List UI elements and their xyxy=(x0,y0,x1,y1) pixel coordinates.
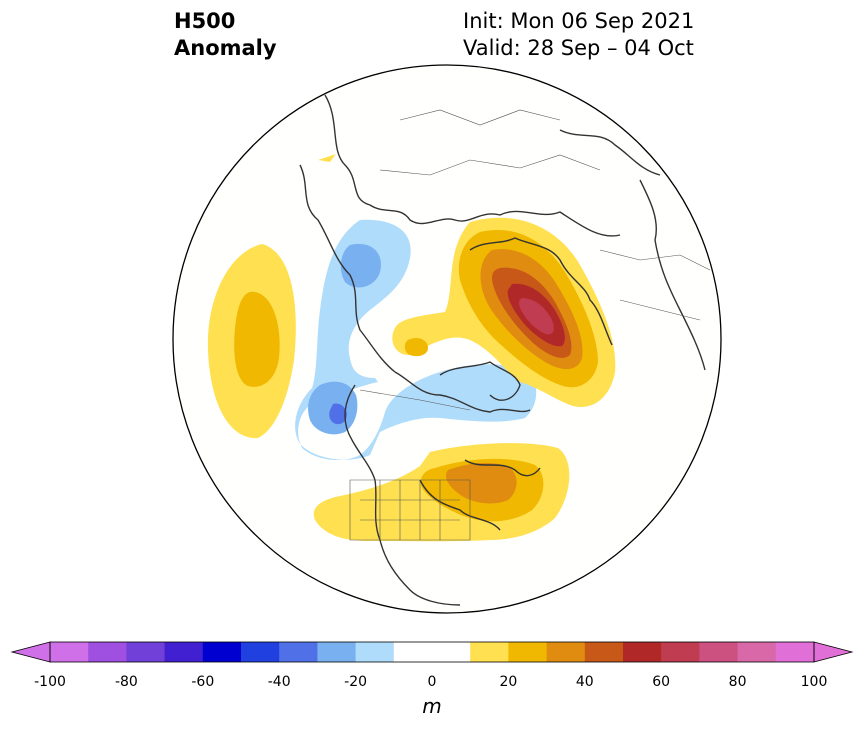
colorbar-frame xyxy=(49,641,815,663)
anomaly-positive-eurasia xyxy=(392,217,616,407)
anomaly-positive-pacific xyxy=(207,244,296,439)
colorbar-segment xyxy=(546,642,586,662)
globe-outline xyxy=(172,64,722,614)
colorbar-tick-label: 0 xyxy=(427,674,437,690)
colorbar-tick-label: -80 xyxy=(114,674,138,690)
colorbar-segment xyxy=(317,642,357,662)
colorbar-tick-label: -40 xyxy=(267,674,291,690)
colorbar xyxy=(10,641,854,663)
colorbar-segment xyxy=(584,642,624,662)
colorbar-segment xyxy=(50,642,89,662)
colorbar-segment xyxy=(164,642,204,662)
colorbar-segment xyxy=(88,642,127,662)
colorbar-segment xyxy=(279,642,318,662)
colorbar-tick-label: 20 xyxy=(499,674,518,690)
colorbar-tick-label: 100 xyxy=(800,674,828,690)
colorbar-tick-label: -100 xyxy=(34,674,66,690)
colorbar-segment xyxy=(241,642,280,662)
coastlines xyxy=(299,94,706,606)
colorbar-unit-label: m xyxy=(422,694,442,718)
borders xyxy=(349,109,711,541)
title-variable: H500 xyxy=(174,9,236,33)
title-field-type: Anomaly xyxy=(174,36,277,60)
colorbar-segment xyxy=(737,642,777,662)
colorbar-under-extension xyxy=(10,641,51,663)
colorbar-tick-label: 40 xyxy=(575,674,594,690)
colorbar-segment xyxy=(355,642,395,662)
anomaly-positive-north-america xyxy=(313,154,570,542)
colorbar-segment xyxy=(508,642,548,662)
colorbar-segment xyxy=(623,642,662,662)
colorbar-segment xyxy=(393,642,433,662)
colorbar-segment xyxy=(126,642,166,662)
colorbar-over-extension xyxy=(813,641,854,663)
colorbar-segment xyxy=(202,642,242,662)
colorbar-segment xyxy=(470,642,509,662)
colorbar-segment xyxy=(775,642,815,662)
init-date: Init: Mon 06 Sep 2021 xyxy=(463,9,695,33)
colorbar-tick-label: -20 xyxy=(344,674,368,690)
colorbar-segments xyxy=(50,642,815,662)
colorbar-segment xyxy=(661,642,700,662)
valid-range: Valid: 28 Sep – 04 Oct xyxy=(463,36,694,60)
colorbar-segment xyxy=(699,642,739,662)
colorbar-tick-label: 80 xyxy=(728,674,747,690)
polar-map xyxy=(172,64,722,614)
title-left: H500 Anomaly xyxy=(174,8,277,62)
colorbar-tick-label: -60 xyxy=(191,674,215,690)
title-right: Init: Mon 06 Sep 2021 Valid: 28 Sep – 04… xyxy=(463,8,694,62)
colorbar-segment xyxy=(432,642,471,662)
colorbar-tick-label: 60 xyxy=(652,674,671,690)
